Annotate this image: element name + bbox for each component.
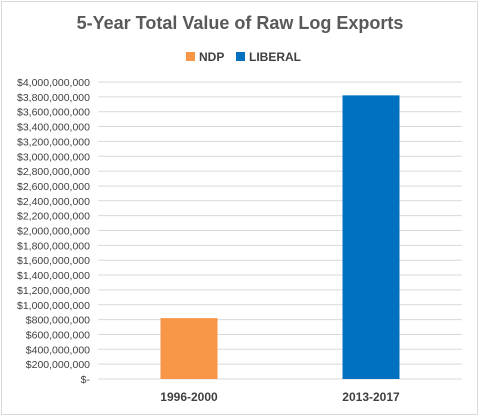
y-axis: $4,000,000,000 $3,800,000,000 $3,600,000,0… [17,77,90,386]
y-tick-label: $3,800,000,000 [17,92,90,104]
y-tick-label: $3,400,000,000 [17,122,90,134]
bars [160,95,400,380]
y-tick-label: $1,600,000,000 [17,255,90,267]
y-tick-label: $2,600,000,000 [17,181,90,193]
y-tick-label: $600,000,000 [26,329,90,341]
y-tick-label: $1,000,000,000 [17,300,90,312]
y-tick-label: $1,800,000,000 [17,240,90,252]
legend-label-liberal: LIBERAL [249,50,301,64]
legend-swatch-liberal [236,52,245,61]
x-tick-label: 2013-2017 [342,390,400,404]
x-tick-label: 1996-2000 [160,390,218,404]
y-tick-label: $2,400,000,000 [17,196,90,208]
x-axis: 1996-2000 2013-2017 [160,390,400,404]
legend-label-ndp: NDP [199,50,224,64]
y-tick-label: $4,000,000,000 [17,77,90,89]
y-tick-label: $1,200,000,000 [17,285,90,297]
bar-ndp [160,318,218,379]
y-tick-label: $200,000,000 [26,359,90,371]
y-tick-label: $2,200,000,000 [17,211,90,223]
y-tick-label: $2,000,000,000 [17,226,90,238]
y-tick-label: $400,000,000 [26,344,90,356]
chart-title: 5-Year Total Value of Raw Log Exports [77,13,404,33]
y-tick-label: $1,400,000,000 [17,270,90,282]
y-tick-label: $- [81,374,91,386]
gridlines [98,81,462,380]
y-tick-label: $3,200,000,000 [17,136,90,148]
legend: NDP LIBERAL [186,50,301,64]
y-tick-label: $800,000,000 [26,315,90,327]
bar-liberal [342,95,400,380]
y-tick-label: $2,800,000,000 [17,166,90,178]
y-tick-label: $3,600,000,000 [17,107,90,119]
legend-swatch-ndp [186,52,195,61]
y-tick-label: $3,000,000,000 [17,151,90,163]
